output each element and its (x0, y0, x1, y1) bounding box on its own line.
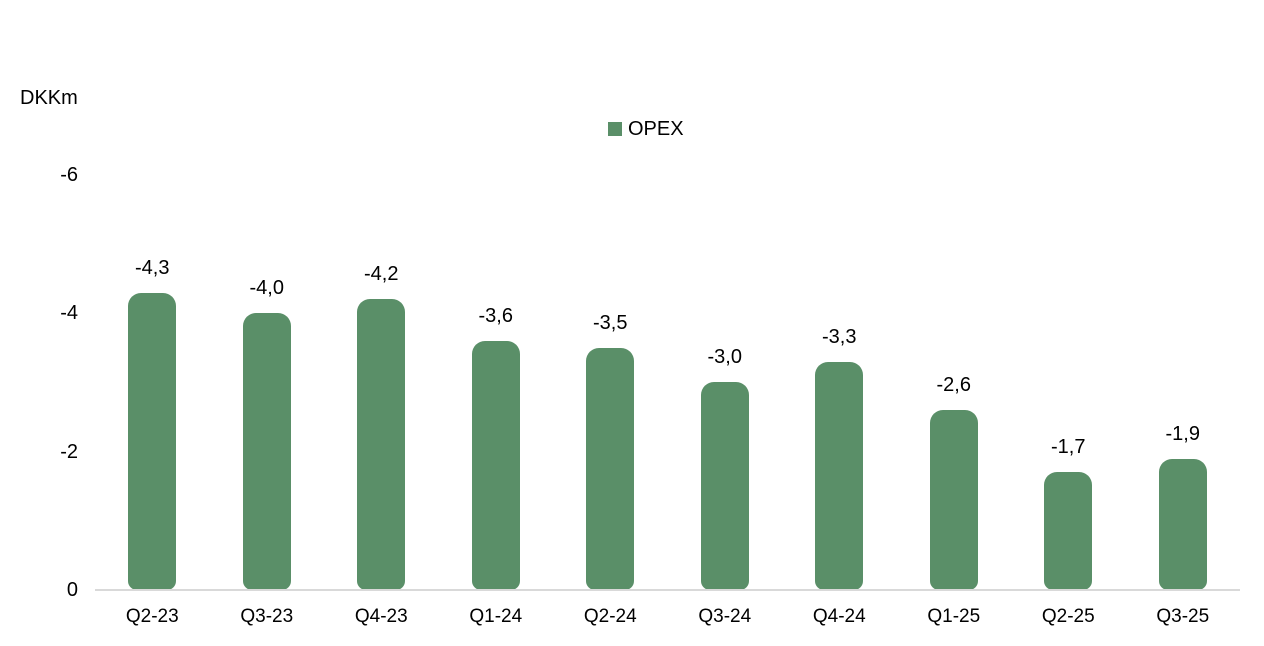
bar-cell-Q2-24: -3,5 (553, 0, 668, 590)
x-tick-label-Q2-25: Q2-25 (1041, 606, 1095, 627)
bar-Q4-23 (357, 299, 406, 590)
bar-value-label-Q2-23: -4,3 (135, 257, 170, 279)
plot-area: -4,3 -4,0 -4,2 -3,6 -3,5 -3,0 -3,3 -2,6 -1,7 -1,9 (95, 0, 1240, 590)
bar-value-label-Q3-23: -4,0 (249, 277, 284, 299)
bar-cell-Q2-23: -4,3 (95, 0, 210, 590)
bar-value-label-Q1-25: -2,6 (936, 374, 971, 396)
x-tick-label-Q3-23: Q3-23 (240, 606, 294, 627)
bar-value-label-Q4-24: -3,3 (822, 326, 857, 348)
bar-Q3-23 (242, 313, 291, 590)
bar-cell-Q1-24: -3,6 (439, 0, 554, 590)
bar-value-label-Q3-25: -1,9 (1165, 423, 1200, 445)
x-tick-label-Q4-24: Q4-24 (812, 606, 866, 627)
y-tick-label--4: -4 (60, 302, 78, 325)
bar-Q2-23 (128, 293, 177, 590)
y-axis-unit-label: DKKm (20, 87, 78, 109)
bar-value-label-Q2-25: -1,7 (1051, 436, 1086, 458)
bar-Q2-24 (586, 348, 635, 590)
bar-cell-Q3-25: -1,9 (1126, 0, 1241, 590)
bar-value-label-Q3-24: -3,0 (707, 346, 742, 368)
legend-marker-opex-icon (608, 122, 622, 136)
y-tick-label--2: -2 (60, 440, 78, 463)
bar-Q1-25 (929, 410, 978, 590)
x-tick-label-Q2-23: Q2-23 (125, 606, 179, 627)
bar-cell-Q3-23: -4,0 (210, 0, 325, 590)
legend-label-opex: OPEX (628, 118, 684, 140)
x-axis-line (95, 589, 1240, 591)
x-axis-category-labels: Q2-23 Q3-23 Q4-23 Q1-24 Q2-24 Q3-24 Q4-24 Q1-25… (95, 603, 1240, 631)
x-tick-label-Q1-25: Q1-25 (927, 606, 981, 627)
bar-value-label-Q1-24: -3,6 (478, 305, 513, 327)
bar-cell-Q4-24: -3,3 (782, 0, 897, 590)
x-tick-label-Q3-24: Q3-24 (698, 606, 752, 627)
bar-Q2-25 (1044, 472, 1093, 590)
legend: OPEX (608, 119, 684, 139)
bar-value-label-Q2-24: -3,5 (593, 312, 628, 334)
bar-Q1-24 (471, 341, 520, 590)
bar-Q4-24 (815, 362, 864, 590)
x-tick-label-Q4-23: Q4-23 (354, 606, 408, 627)
y-tick-label--6: -6 (60, 163, 78, 186)
bar-cell-Q3-24: -3,0 (668, 0, 783, 590)
x-tick-label-Q1-24: Q1-24 (469, 606, 523, 627)
bar-Q3-24 (700, 382, 749, 590)
x-tick-label-Q3-25: Q3-25 (1156, 606, 1210, 627)
bar-cell-Q1-25: -2,6 (897, 0, 1012, 590)
bar-cell-Q2-25: -1,7 (1011, 0, 1126, 590)
bar-cell-Q4-23: -4,2 (324, 0, 439, 590)
bar-value-label-Q4-23: -4,2 (364, 263, 399, 285)
y-tick-label-0: 0 (66, 579, 78, 601)
bar-Q3-25 (1158, 459, 1207, 590)
x-tick-label-Q2-24: Q2-24 (583, 606, 637, 627)
